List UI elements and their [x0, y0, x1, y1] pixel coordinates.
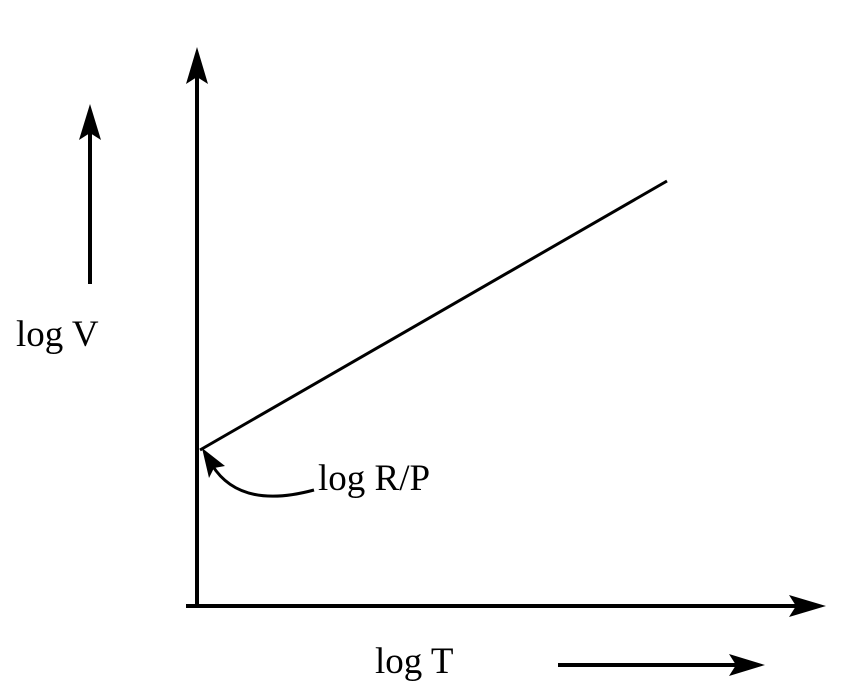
x-axis-arrowhead [789, 595, 826, 617]
y-axis-arrowhead [186, 47, 208, 84]
intercept-label: log R/P [318, 458, 430, 499]
intercept-pointer-arrowhead [202, 448, 225, 478]
y-axis-label: log V [16, 314, 99, 355]
x-axis-label: log T [375, 641, 453, 682]
log-v-direction-arrowhead [79, 104, 101, 140]
log-t-direction-arrowhead [729, 654, 765, 676]
linear-relation-line [199, 179, 668, 452]
intercept-pointer-curve [210, 464, 315, 498]
